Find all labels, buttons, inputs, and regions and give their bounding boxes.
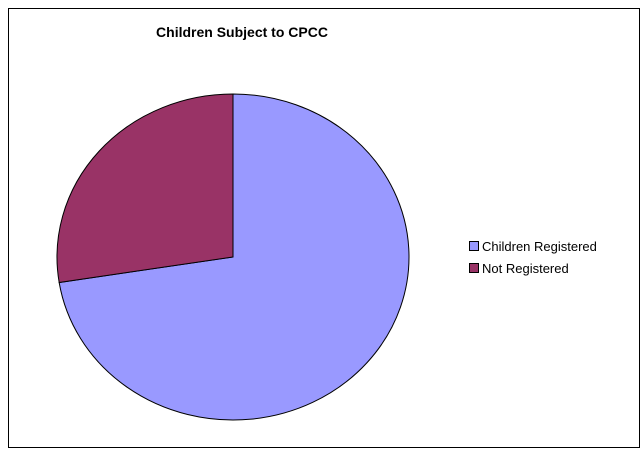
pie-slice-children-registered — [58, 93, 410, 421]
legend: Children Registered Not Registered — [469, 235, 597, 279]
legend-swatch — [469, 263, 479, 273]
legend-swatch — [469, 241, 479, 251]
pie-chart — [56, 93, 410, 421]
legend-label: Not Registered — [482, 260, 569, 276]
legend-item: Children Registered — [469, 235, 597, 257]
pie-slice-not-registered — [56, 93, 234, 284]
chart-frame: Children Subject to CPCC Children Regist… — [8, 8, 640, 448]
legend-label: Children Registered — [482, 238, 597, 254]
chart-title: Children Subject to CPCC — [156, 24, 328, 40]
legend-item: Not Registered — [469, 257, 597, 279]
